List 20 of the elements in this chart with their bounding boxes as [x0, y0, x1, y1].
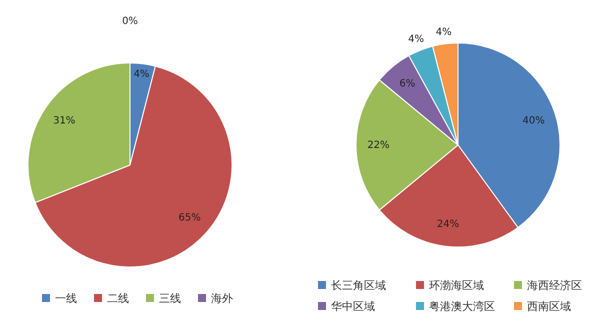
legend-label: 一线: [55, 292, 77, 305]
data-label: 4%: [134, 68, 150, 80]
data-label: 4%: [408, 34, 424, 46]
legend-label: 华中区域: [331, 300, 375, 313]
data-label: 4%: [436, 26, 452, 38]
legend-label: 海外: [211, 292, 233, 305]
legend-label: 环渤海区域: [429, 279, 484, 292]
data-label: 22%: [367, 140, 390, 151]
legend-label: 三线: [159, 292, 181, 305]
legend-label: 海西经济区: [527, 279, 582, 292]
legend-label: 长三角区域: [331, 279, 386, 292]
legend-label: 粤港澳大湾区: [429, 300, 495, 313]
data-label: 65%: [178, 212, 201, 224]
data-label: 31%: [53, 115, 76, 126]
legend-label: 西南区域: [527, 300, 571, 313]
data-label: 6%: [399, 78, 416, 90]
legend-label: 二线: [107, 292, 129, 305]
data-label: 40%: [522, 115, 545, 126]
text: 0%: [122, 16, 138, 27]
data-label: 24%: [436, 218, 460, 230]
